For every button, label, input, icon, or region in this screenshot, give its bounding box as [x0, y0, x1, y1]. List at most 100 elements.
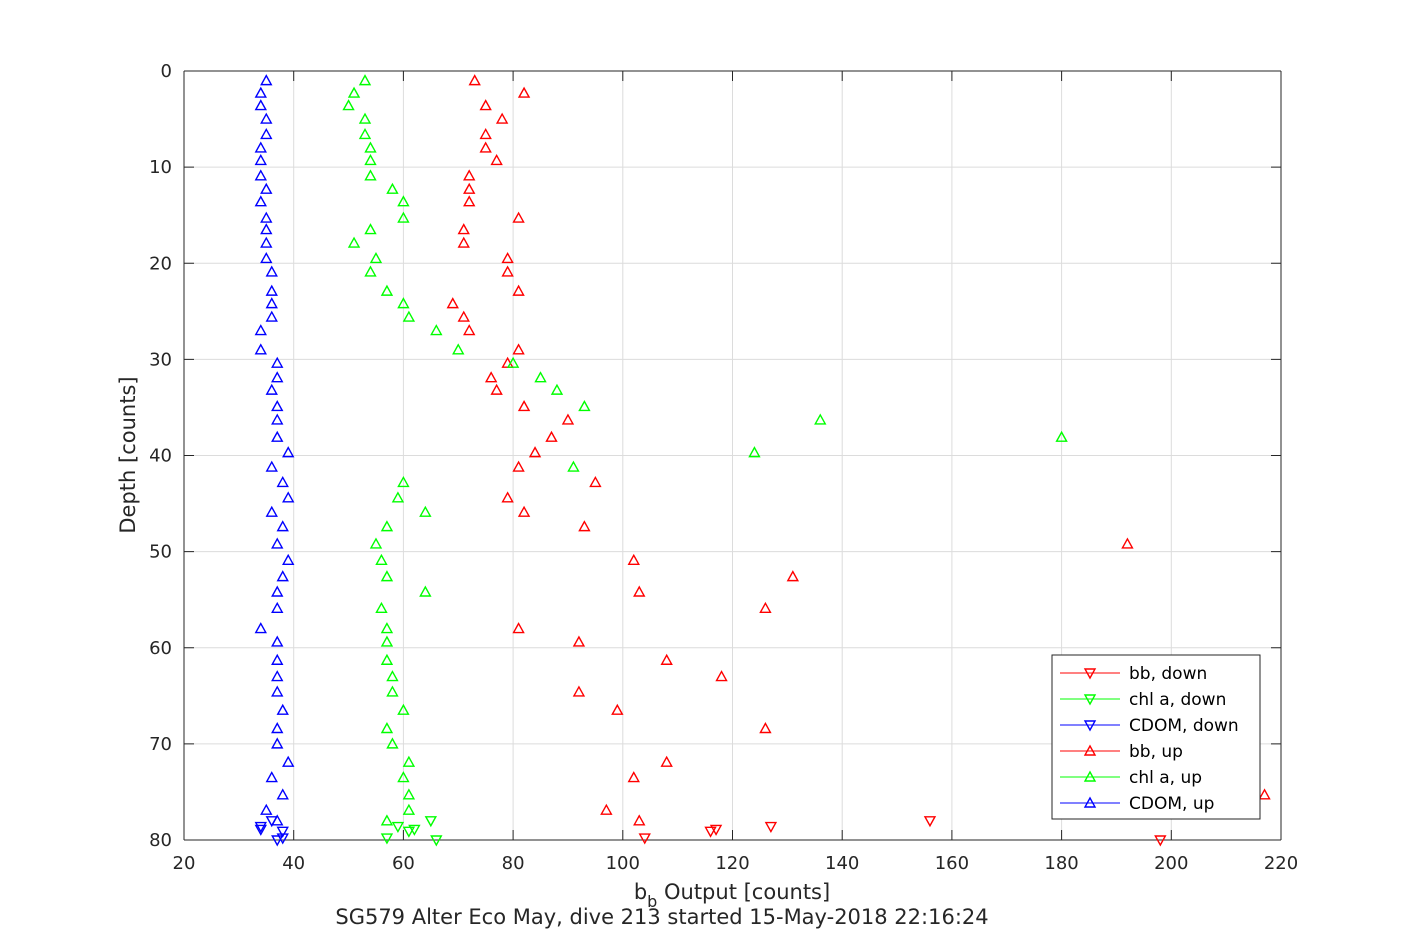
y-tick-label: 40 — [149, 446, 172, 467]
data-point — [517, 400, 531, 412]
data-point — [424, 816, 438, 828]
series-chl-a-up — [342, 74, 1068, 826]
data-point — [397, 195, 410, 207]
data-point — [271, 356, 284, 368]
data-point — [408, 824, 421, 836]
data-point — [512, 284, 525, 296]
data-point — [271, 814, 284, 826]
data-point — [380, 722, 394, 734]
data-point — [1055, 430, 1068, 442]
axes — [183, 70, 1282, 841]
y-axis-label: Depth [counts] — [116, 376, 140, 533]
data-point — [814, 413, 827, 425]
x-tick-label: 180 — [1044, 853, 1078, 874]
data-point — [276, 570, 289, 582]
data-point — [386, 737, 399, 749]
data-point — [271, 400, 284, 412]
data-point — [254, 169, 267, 181]
x-tick-label: 160 — [935, 853, 969, 874]
data-point — [271, 601, 284, 614]
data-point — [271, 653, 284, 665]
data-point — [254, 153, 267, 166]
data-point — [282, 755, 295, 767]
x-tick-label: 80 — [502, 853, 525, 874]
legend-marker-chl-a-up — [1083, 770, 1097, 782]
data-point — [380, 520, 394, 532]
data-point — [397, 771, 410, 783]
data-point — [375, 601, 388, 614]
data-point — [265, 297, 278, 309]
data-point — [567, 460, 580, 472]
legend-label-chl-a-up: chl a, up — [1129, 768, 1202, 788]
data-point — [265, 460, 278, 472]
data-point — [786, 570, 800, 582]
series-chl-a-down — [380, 816, 443, 847]
data-point — [271, 685, 284, 697]
data-point — [391, 821, 405, 833]
data-point — [265, 284, 278, 296]
data-point — [397, 211, 410, 223]
data-point — [254, 86, 267, 98]
data-point — [446, 297, 459, 309]
data-point — [430, 835, 443, 847]
data-point — [260, 236, 273, 248]
data-point — [342, 99, 355, 111]
data-point — [709, 824, 723, 836]
legend-label-cdom-down: CDOM, down — [1129, 716, 1239, 736]
x-tick-label: 120 — [715, 853, 749, 874]
data-point — [512, 460, 525, 472]
data-point — [452, 343, 465, 355]
data-point — [572, 685, 586, 697]
data-point — [501, 491, 514, 503]
y-tick-label: 30 — [149, 349, 172, 370]
data-point — [380, 653, 394, 665]
x-axis-label-rest: Output [counts] — [657, 880, 830, 904]
data-point — [358, 128, 372, 140]
data-point — [495, 112, 509, 124]
x-tick-label: 100 — [606, 853, 640, 874]
data-point — [271, 430, 284, 442]
data-point — [271, 635, 284, 647]
data-point — [633, 585, 646, 597]
data-point — [347, 86, 361, 98]
data-point — [254, 99, 267, 111]
data-point — [397, 297, 410, 309]
data-point — [254, 622, 267, 634]
data-point — [364, 223, 377, 235]
data-point — [457, 236, 470, 248]
data-point — [748, 446, 761, 458]
data-point — [276, 826, 289, 838]
data-point — [260, 74, 273, 86]
data-point — [1121, 537, 1134, 549]
y-tick-label: 80 — [149, 830, 172, 851]
data-point — [271, 413, 284, 425]
data-point — [506, 356, 520, 368]
legend-label-cdom-up: CDOM, up — [1129, 794, 1214, 814]
legend-marker-chl-a-down — [1083, 694, 1097, 706]
data-point — [265, 505, 278, 517]
data-point — [271, 670, 284, 682]
data-point — [260, 803, 273, 815]
data-point — [260, 211, 273, 223]
data-point — [627, 553, 640, 565]
data-point — [457, 310, 470, 322]
data-point — [265, 771, 278, 783]
data-point — [490, 153, 503, 166]
y-tick-label: 50 — [149, 542, 172, 563]
data-point — [402, 310, 416, 322]
data-point — [468, 74, 481, 86]
series-cdom-down — [254, 816, 289, 847]
data-point — [375, 553, 388, 565]
data-point — [419, 505, 432, 517]
data-point — [276, 833, 289, 845]
data-point — [271, 537, 284, 549]
data-point — [611, 703, 624, 715]
chart-caption: SG579 Alter Eco May, dive 213 started 15… — [335, 905, 988, 929]
data-point — [528, 446, 542, 458]
data-point — [397, 475, 410, 488]
data-point — [600, 803, 613, 815]
data-point — [397, 703, 410, 715]
data-point — [501, 265, 514, 277]
y-tick-label: 10 — [149, 157, 172, 178]
x-tick-label: 40 — [282, 853, 305, 874]
